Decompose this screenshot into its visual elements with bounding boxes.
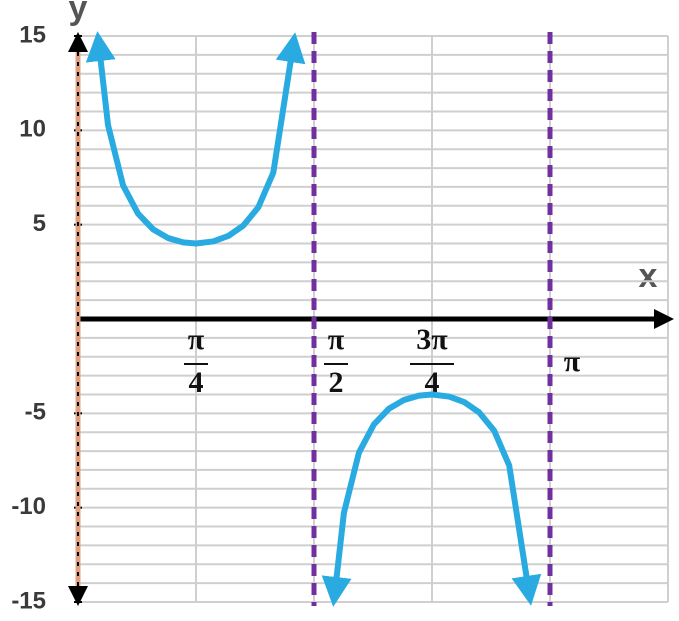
x-tick-denominator: 4 [425,366,440,399]
x-tick-numerator: 3π [416,323,448,356]
y-tick-label: -5 [25,399,46,426]
x-tick-denominator: 2 [329,366,344,399]
x-tick-numerator: π [328,323,345,356]
y-tick-label: 15 [19,21,46,48]
x-tick-label: π [564,345,581,378]
y-tick-label: -15 [11,587,46,614]
y-axis-label: y [69,0,88,27]
curve [321,391,542,607]
x-tick-numerator: π [188,323,205,356]
y-tick-label: 5 [33,210,46,237]
y-tick-label: -10 [11,493,46,520]
y-tick-label: 10 [19,116,46,143]
curve [85,31,306,247]
x-axis-label: x [639,257,658,295]
x-tick-denominator: 4 [189,366,204,399]
